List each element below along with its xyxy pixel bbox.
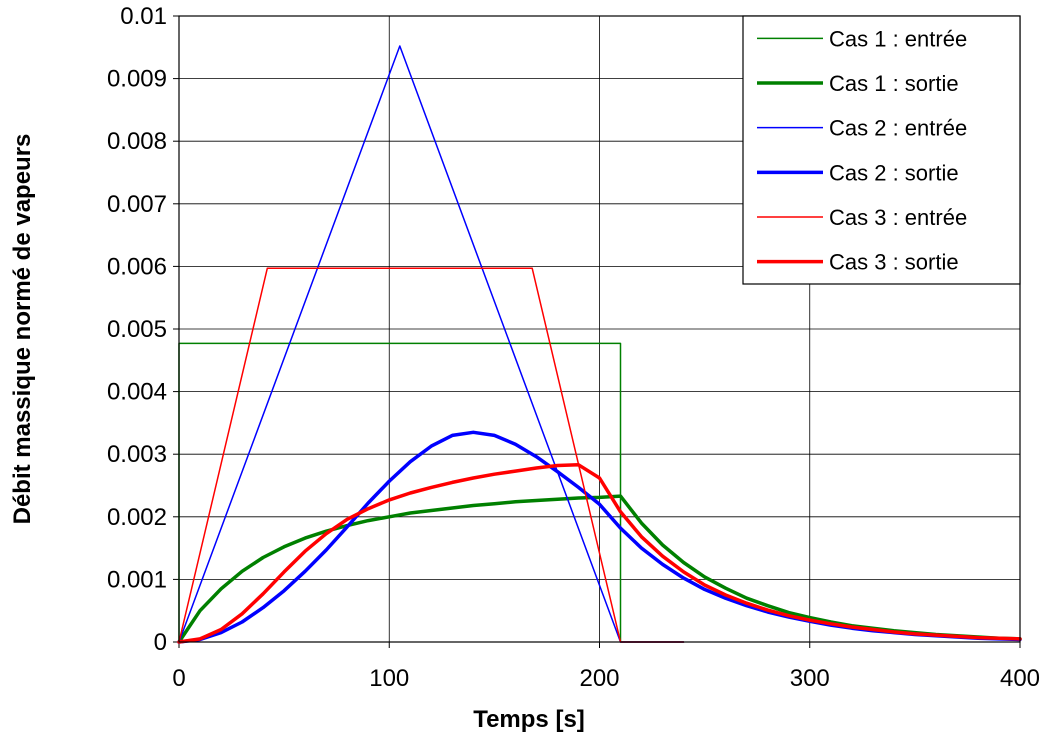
y-tick-label: 0.005 xyxy=(107,316,167,343)
x-tick-label: 0 xyxy=(172,665,185,692)
legend-entry-label: Cas 2 : entrée xyxy=(829,116,967,141)
y-tick-label: 0 xyxy=(154,629,167,656)
x-tick-label: 300 xyxy=(790,665,830,692)
y-tick-label: 0.009 xyxy=(107,66,167,93)
y-tick-label: 0.01 xyxy=(120,3,167,30)
legend-entry-label: Cas 3 : sortie xyxy=(829,250,959,275)
y-tick-label: 0.008 xyxy=(107,128,167,155)
tick-labels: 0 0.001 0.002 0.003 0.004 0.005 0.006 0.007 0.00… xyxy=(107,3,1040,692)
y-tick-label: 0.003 xyxy=(107,441,167,468)
legend-entry-label: Cas 1 : sortie xyxy=(829,71,959,96)
y-tick-label: 0.004 xyxy=(107,379,167,406)
x-tick-label: 100 xyxy=(369,665,409,692)
y-tick-label: 0.007 xyxy=(107,191,167,218)
x-tick-label: 200 xyxy=(579,665,619,692)
x-tick-label: 400 xyxy=(1000,665,1040,692)
y-axis-label: Débit massique normé de vapeurs xyxy=(9,134,36,525)
y-tick-label: 0.006 xyxy=(107,253,167,280)
y-tick-label: 0.001 xyxy=(107,566,167,593)
y-tick-label: 0.002 xyxy=(107,504,167,531)
legend-entry-label: Cas 1 : entrée xyxy=(829,26,967,51)
series-line-6 xyxy=(177,463,1022,644)
legend: Cas 1 : entrée Cas 1 : sortie Cas 2 : entr… xyxy=(742,15,1021,285)
x-axis-label: Temps [s] xyxy=(473,706,585,733)
legend-box xyxy=(742,15,1021,285)
plot-frame xyxy=(178,15,1021,643)
legend-entry-label: Cas 3 : entrée xyxy=(829,205,967,230)
legend-entry-label: Cas 2 : sortie xyxy=(829,160,959,185)
